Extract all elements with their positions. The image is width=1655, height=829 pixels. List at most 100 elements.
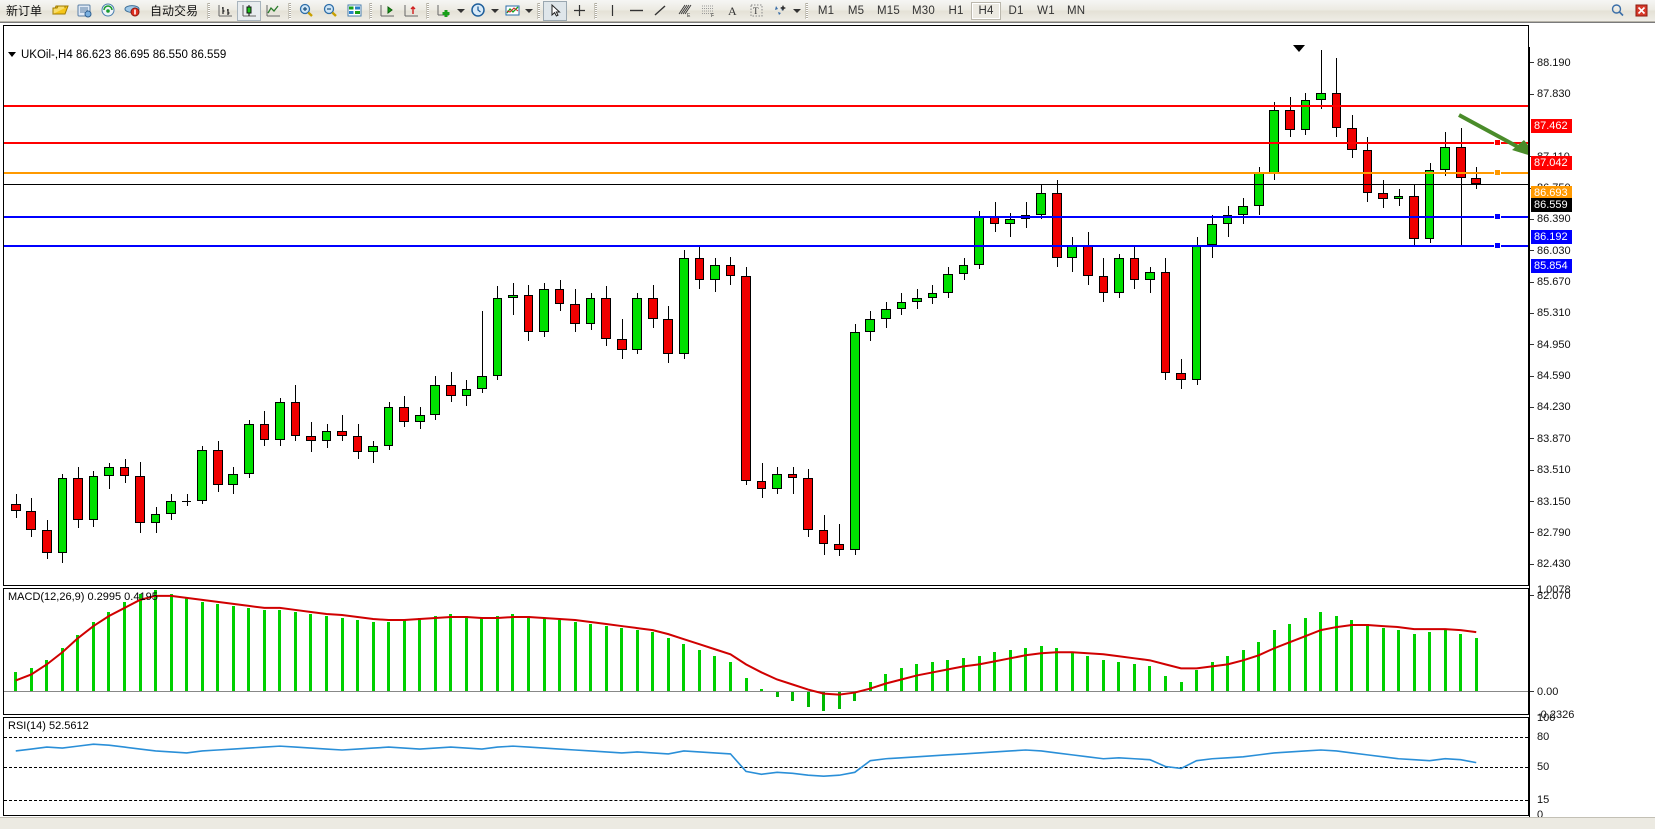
macd-histogram-bar (45, 660, 49, 691)
period-clock-icon[interactable] (466, 1, 490, 21)
data-window-icon[interactable] (342, 1, 366, 21)
zoom-in-icon[interactable] (294, 1, 318, 21)
shapes-dropdown-caret[interactable] (792, 1, 802, 21)
text-box-icon[interactable]: T (744, 1, 768, 21)
timeframe-m5[interactable]: M5 (847, 4, 865, 17)
chart-area[interactable]: UKOil-,H4 86.623 86.695 86.550 86.559 MA… (0, 22, 1655, 829)
timeframe-w1[interactable]: W1 (1037, 4, 1055, 17)
macd-histogram-bar (651, 632, 655, 691)
level-last-price-86559[interactable] (4, 183, 1528, 185)
candle-body (275, 402, 285, 440)
timeframe-h1[interactable]: H1 (948, 4, 964, 17)
price-label-last-price[interactable]: 86.559 (1531, 197, 1572, 212)
symbol-caret-icon[interactable] (8, 52, 16, 58)
add-indicator-dropdown-caret[interactable] (456, 1, 466, 21)
crosshair-icon[interactable] (567, 1, 591, 21)
period-dropdown-caret[interactable] (490, 1, 500, 21)
candle-body (1036, 193, 1046, 215)
autotrade-red-icon[interactable] (120, 1, 144, 21)
price-label-support-lower[interactable]: 85.854 (1531, 259, 1572, 274)
price-label-resistance-lower[interactable]: 87.042 (1531, 155, 1572, 170)
level-handle[interactable] (1494, 169, 1501, 177)
price-label-resistance-upper[interactable]: 87.462 (1531, 119, 1572, 134)
fibo-expansion-icon[interactable]: E (672, 1, 696, 21)
main-toolbar[interactable]: 新订单 自动交易 (0, 0, 1655, 22)
rsi-pane[interactable]: RSI(14) 52.5612 (3, 717, 1529, 816)
macd-histogram-bar (14, 672, 18, 691)
level-support-86192[interactable] (4, 215, 1528, 218)
level-pivot-86693[interactable] (4, 172, 1528, 175)
add-indicator-icon[interactable] (432, 1, 456, 21)
macd-histogram-bar (138, 593, 142, 691)
bar-chart-icon[interactable] (213, 1, 237, 21)
level-handle[interactable] (1494, 212, 1501, 220)
macd-histogram-bar (123, 601, 127, 691)
level-support-85854[interactable] (4, 245, 1528, 248)
timeframe-m15[interactable]: M15 (877, 4, 901, 17)
horizontal-line-icon[interactable] (624, 1, 648, 21)
candle-body (1440, 147, 1450, 170)
symbol-ohlc-label: UKOil-,H4 86.623 86.695 86.550 86.559 (8, 49, 226, 61)
fibo-retracement-icon[interactable]: F (696, 1, 720, 21)
price-tick: 84.590 (1530, 370, 1571, 382)
rsi-tick: 80 (1537, 731, 1550, 744)
macd-histogram-bar (1443, 630, 1447, 691)
cloud-blue-icon[interactable] (72, 1, 96, 21)
arrow-head[interactable] (1512, 140, 1529, 158)
macd-histogram-bar (356, 620, 360, 691)
timeframe-m1[interactable]: M1 (817, 4, 835, 17)
new-order-button[interactable]: 新订单 (0, 1, 48, 21)
macd-pane[interactable]: MACD(12,26,9) 0.2995 0.4195 (3, 588, 1529, 715)
timeframe-bar[interactable]: M1 M5 M15 M30 H1 H4 D1 W1 MN (811, 1, 1091, 20)
timeframe-mn[interactable]: MN (1067, 4, 1086, 17)
level-handle[interactable] (1494, 138, 1501, 146)
zoom-out-icon[interactable] (318, 1, 342, 21)
level-resistance-87462[interactable] (4, 105, 1528, 108)
candle-body (958, 265, 969, 275)
macd-histogram-bar (60, 648, 64, 691)
folder-yellow-icon[interactable] (48, 1, 72, 21)
candle-body (119, 467, 130, 477)
cursor-arrow-icon[interactable] (543, 0, 568, 21)
help-search-icon[interactable] (1605, 1, 1629, 21)
macd-histogram-bar (1163, 676, 1167, 691)
price-tick: 85.670 (1530, 276, 1571, 288)
candle-body (135, 476, 145, 524)
candle-body (1424, 169, 1435, 240)
chart-shift-icon[interactable] (375, 1, 399, 21)
arrow-annotation[interactable] (4, 26, 1528, 585)
signal-green-icon[interactable] (96, 1, 120, 21)
trendline-icon[interactable] (648, 1, 672, 21)
price-tick: 83.510 (1530, 464, 1571, 476)
vertical-line-icon[interactable] (600, 1, 624, 21)
timeframe-h4[interactable]: H4 (971, 1, 1001, 20)
rsi-tick: 100 (1537, 712, 1556, 724)
candle-wick (1149, 267, 1151, 294)
macd-histogram-bar (1241, 650, 1245, 691)
macd-histogram-bar (278, 609, 282, 691)
candle-body (1347, 127, 1357, 150)
macd-signal-polyline (15, 594, 1477, 696)
price-label-support-upper[interactable]: 86.192 (1531, 229, 1572, 244)
timeframe-m30[interactable]: M30 (912, 4, 935, 17)
candle-body (756, 480, 767, 490)
level-resistance-87042[interactable] (4, 141, 1528, 144)
auto-scroll-icon[interactable] (399, 1, 423, 21)
candle-body (414, 415, 425, 423)
text-label-icon[interactable]: A (720, 1, 744, 21)
candlestick-chart-icon[interactable] (237, 0, 262, 21)
candle-body (1331, 93, 1342, 128)
price-pane[interactable] (3, 25, 1529, 586)
candle-body (259, 423, 270, 440)
candle-body (1129, 258, 1140, 281)
price-scale[interactable]: 88.19087.83087.11086.75086.39086.03085.6… (1529, 47, 1655, 829)
templates-icon[interactable] (500, 1, 524, 21)
close-icon[interactable] (1629, 1, 1653, 21)
price-label-pivot[interactable]: 86.693 (1531, 186, 1572, 201)
timeframe-d1[interactable]: D1 (1008, 4, 1024, 17)
auto-trading-button[interactable]: 自动交易 (144, 1, 204, 21)
line-chart-icon[interactable] (261, 1, 285, 21)
shapes-icon[interactable] (768, 1, 792, 21)
templates-dropdown-caret[interactable] (524, 1, 534, 21)
level-handle[interactable] (1494, 242, 1501, 250)
